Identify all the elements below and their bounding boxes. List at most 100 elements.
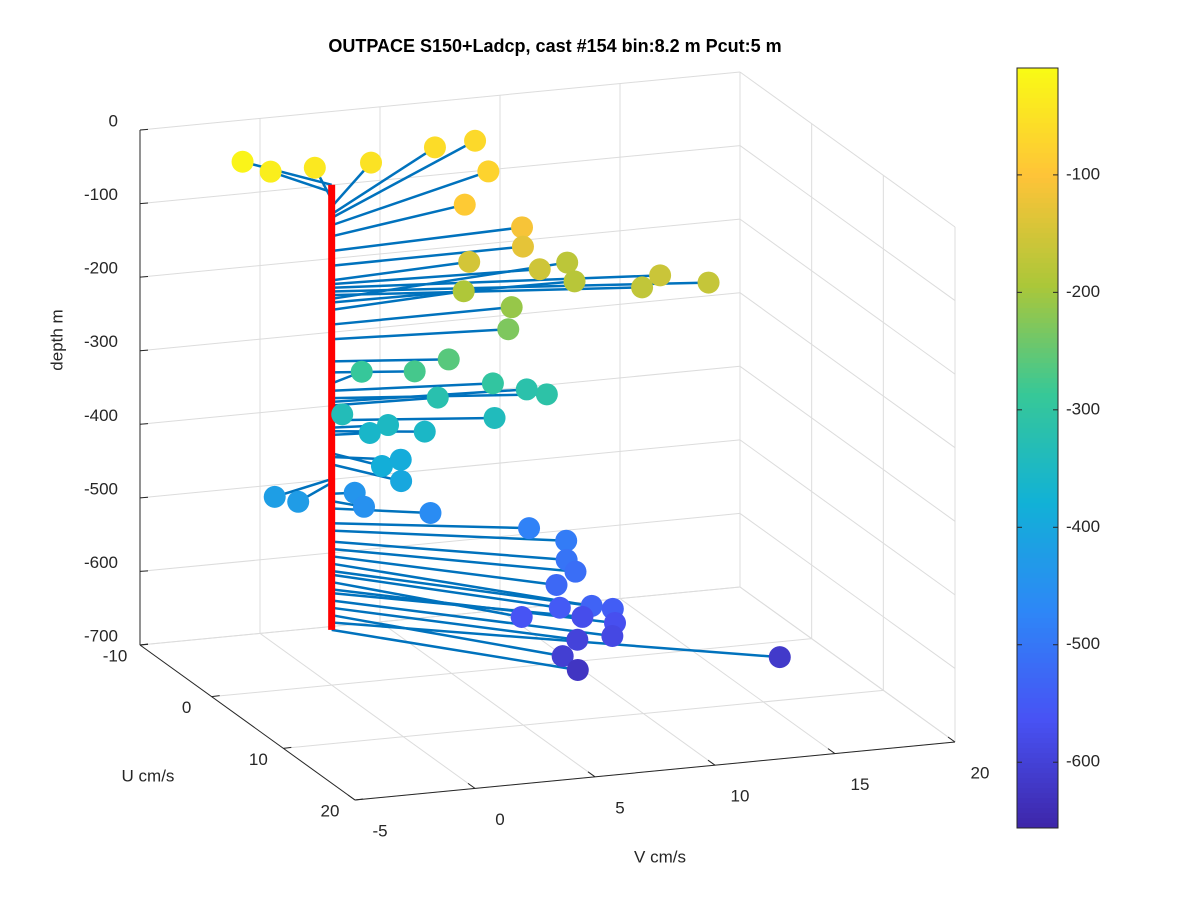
colorbar-tick-label: -500 bbox=[1066, 634, 1100, 653]
grid-line bbox=[739, 513, 956, 669]
velocity-line bbox=[331, 463, 402, 483]
colorbar-tick-label: -600 bbox=[1066, 752, 1100, 771]
colorbar-strip bbox=[1017, 743, 1058, 749]
colorbar-strip bbox=[1017, 248, 1058, 254]
point bbox=[353, 495, 376, 518]
colorbar-strip bbox=[1017, 383, 1058, 389]
point bbox=[571, 605, 594, 628]
colorbar-strip bbox=[1017, 668, 1058, 674]
z-tick-label: 0 bbox=[109, 111, 118, 130]
grid-line bbox=[739, 365, 956, 522]
colorbar-tick-label: -100 bbox=[1066, 164, 1100, 183]
z-tick-label: -400 bbox=[84, 406, 118, 425]
point bbox=[566, 658, 589, 681]
point bbox=[370, 455, 393, 478]
colorbar-strip bbox=[1017, 238, 1058, 244]
point bbox=[423, 136, 446, 159]
point bbox=[545, 573, 568, 596]
colorbar-strip bbox=[1017, 493, 1058, 499]
colorbar-strip bbox=[1017, 693, 1058, 699]
z-tick-label: -100 bbox=[84, 185, 118, 204]
colorbar-strip bbox=[1017, 68, 1058, 74]
z-tick bbox=[139, 128, 149, 131]
z-axis-label: depth m bbox=[47, 309, 66, 370]
colorbar-strip bbox=[1017, 213, 1058, 219]
colorbar-strip bbox=[1017, 83, 1058, 89]
colorbar-strip bbox=[1017, 403, 1058, 409]
marks-layer bbox=[231, 129, 791, 681]
point bbox=[360, 151, 383, 174]
u-tick bbox=[283, 746, 292, 749]
point bbox=[453, 193, 476, 216]
colorbar-strip bbox=[1017, 588, 1058, 594]
grid-line bbox=[139, 292, 741, 352]
colorbar-strip bbox=[1017, 788, 1058, 794]
v-tick bbox=[707, 759, 716, 766]
colorbar-strip bbox=[1017, 513, 1058, 519]
point bbox=[535, 383, 558, 406]
velocity-line bbox=[331, 621, 780, 659]
colorbar-strip bbox=[1017, 558, 1058, 564]
point bbox=[458, 250, 481, 273]
v-tick-label: 15 bbox=[851, 775, 870, 794]
colorbar-strip bbox=[1017, 358, 1058, 364]
velocity-line bbox=[331, 540, 567, 562]
u-axis-line bbox=[139, 644, 356, 801]
colorbar-strip bbox=[1017, 413, 1058, 419]
colorbar-strip bbox=[1017, 223, 1058, 229]
u-tick bbox=[354, 798, 364, 801]
colorbar-strip bbox=[1017, 628, 1058, 634]
colorbar-strip bbox=[1017, 598, 1058, 604]
grid-layer bbox=[139, 71, 956, 801]
colorbar-strip bbox=[1017, 563, 1058, 569]
colorbar-strip bbox=[1017, 318, 1058, 324]
point bbox=[426, 386, 449, 409]
colorbar-strip bbox=[1017, 473, 1058, 479]
colorbar-strip bbox=[1017, 183, 1058, 189]
colorbar-strip bbox=[1017, 118, 1058, 124]
colorbar-strip bbox=[1017, 98, 1058, 104]
point bbox=[358, 421, 381, 444]
colorbar-strip bbox=[1017, 148, 1058, 154]
colorbar-strip bbox=[1017, 308, 1058, 314]
colorbar-strip bbox=[1017, 758, 1058, 764]
point bbox=[259, 160, 282, 183]
velocity-line bbox=[331, 274, 661, 290]
v-tick bbox=[347, 794, 356, 801]
colorbar-strip bbox=[1017, 688, 1058, 694]
velocity-line bbox=[331, 628, 578, 672]
colorbar-tick-label: -300 bbox=[1066, 399, 1100, 418]
velocity-line bbox=[331, 396, 438, 407]
velocity-line bbox=[331, 591, 583, 619]
colorbar-strip bbox=[1017, 603, 1058, 609]
grid-line bbox=[739, 145, 956, 301]
colorbar-strip bbox=[1017, 233, 1058, 239]
colorbar-strip bbox=[1017, 798, 1058, 804]
point bbox=[511, 235, 534, 258]
colorbar-strip bbox=[1017, 73, 1058, 79]
point bbox=[563, 270, 586, 293]
grid-line bbox=[139, 586, 741, 646]
colorbar-strip bbox=[1017, 658, 1058, 664]
colorbar-strip bbox=[1017, 218, 1058, 224]
colorbar-strip bbox=[1017, 373, 1058, 379]
point bbox=[263, 485, 286, 508]
colorbar-strip bbox=[1017, 438, 1058, 444]
point bbox=[331, 403, 354, 426]
velocity-line bbox=[331, 529, 567, 542]
colorbar-strip bbox=[1017, 273, 1058, 279]
z-tick-label: -200 bbox=[84, 259, 118, 278]
colorbar-strip bbox=[1017, 608, 1058, 614]
grid-line bbox=[139, 145, 741, 205]
colorbar-strip bbox=[1017, 158, 1058, 164]
point bbox=[389, 448, 412, 471]
colorbar-strip bbox=[1017, 258, 1058, 264]
colorbar-strip bbox=[1017, 663, 1058, 669]
velocity-line bbox=[331, 289, 464, 312]
colorbar-strip bbox=[1017, 718, 1058, 724]
velocity-line bbox=[331, 562, 592, 608]
colorbar-strip bbox=[1017, 573, 1058, 579]
colorbar-strip bbox=[1017, 458, 1058, 464]
velocity-line bbox=[331, 599, 613, 638]
